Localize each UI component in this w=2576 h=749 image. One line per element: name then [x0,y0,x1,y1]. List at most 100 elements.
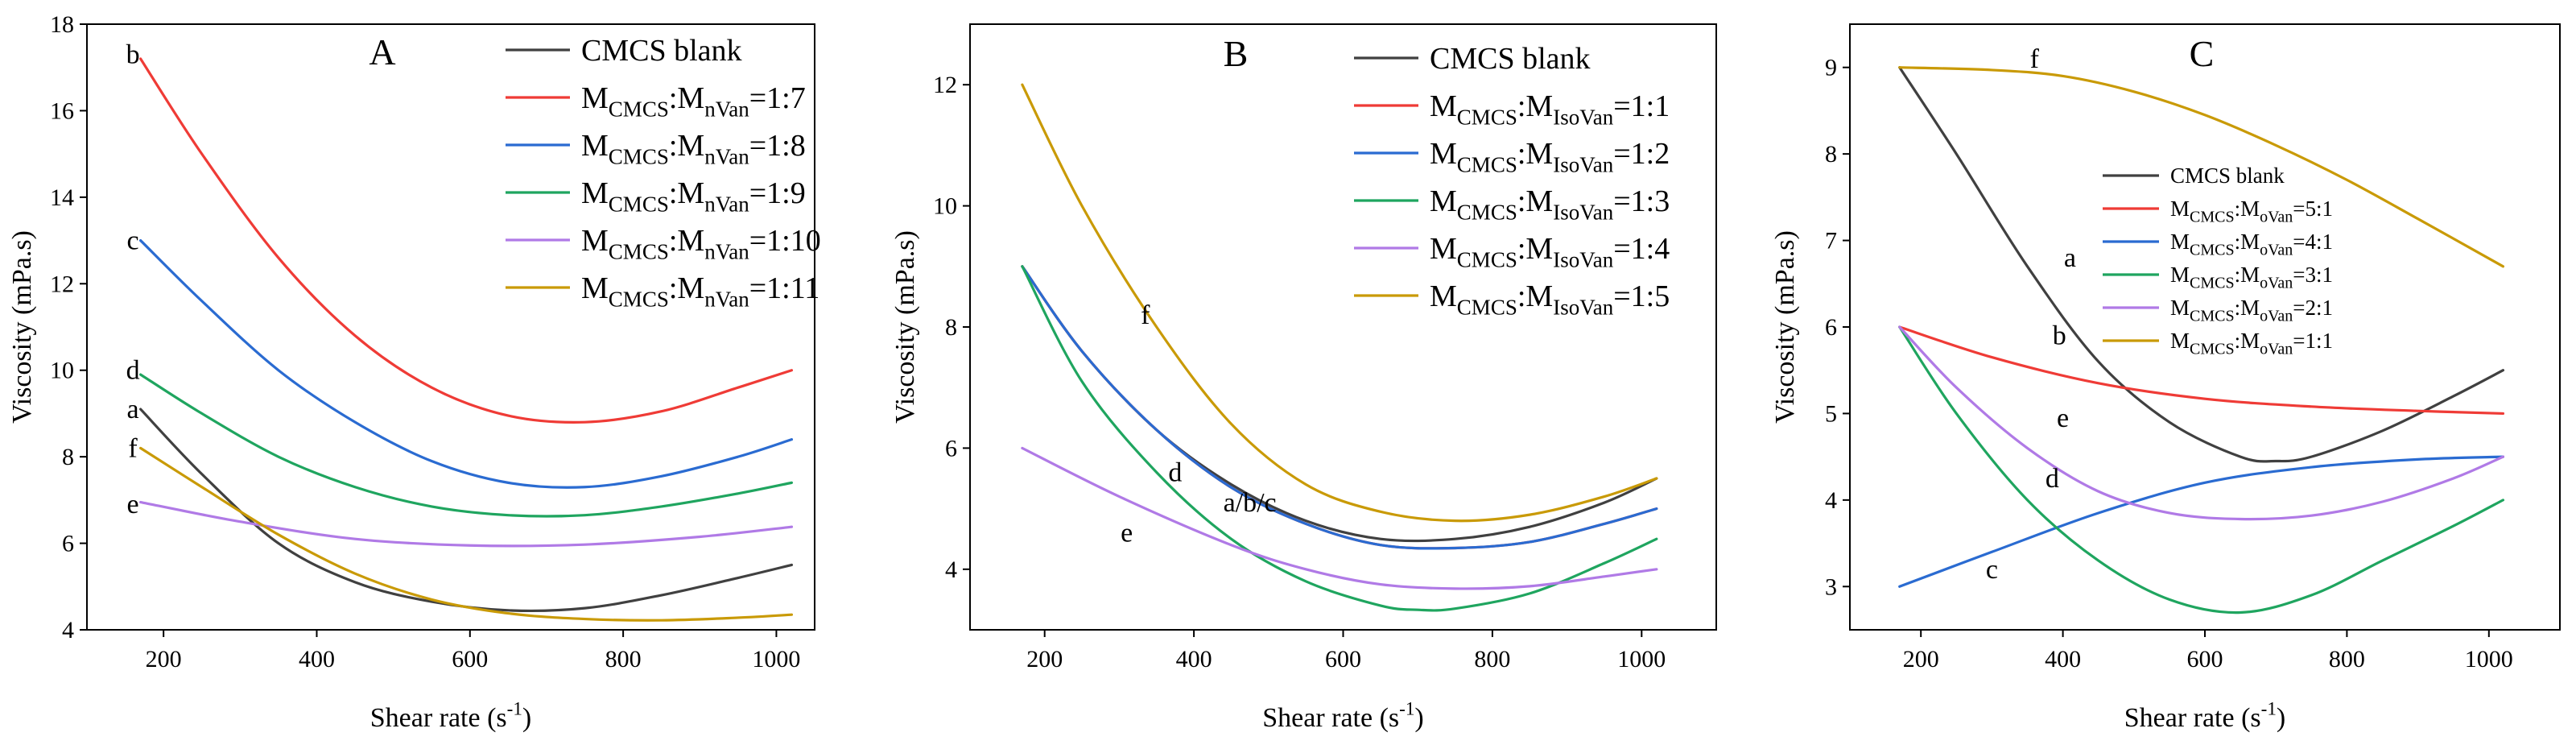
curve-label-e: e [127,490,139,519]
series-line-e [139,500,794,548]
legend-entry: MCMCS:MoVan=2:1 [2170,296,2333,325]
series-line-a [1898,66,2505,463]
y-tick-label: 10 [933,193,957,220]
x-tick-label: 600 [452,646,488,672]
x-tick-label: 600 [1325,646,1361,672]
y-tick-label: 4 [945,557,957,583]
curve-label-c: c [1986,555,1998,585]
curve-label-a: a [127,395,139,424]
legend-entry: MCMCS:MIsoVan=1:2 [1430,137,1670,177]
y-tick-label: 18 [50,11,74,38]
legend-entry: MCMCS:MnVan=1:10 [581,224,821,264]
y-tick-label: 8 [1825,141,1837,168]
curve-label-b: b [2053,321,2066,351]
curve-label-e: e [2057,403,2069,433]
curve-label-d: d [126,356,140,386]
legend-entry: MCMCS:MoVan=5:1 [2170,197,2333,226]
series-line-e [1021,446,1658,590]
y-tick-label: 5 [1825,400,1837,427]
series-group [139,57,794,622]
series-line-e [1898,325,2505,521]
series-line-d [139,373,794,518]
y-axis-title: Viscosity (mPa.s) [890,230,920,424]
series-line-c [139,238,794,489]
series-line-b [139,57,794,424]
legend-entry: MCMCS:MnVan=1:7 [581,81,806,122]
curve-label-a-b-c: a/b/c [1224,488,1277,518]
panel-letter: B [1224,33,1249,74]
legend-entry: MCMCS:MoVan=4:1 [2170,230,2333,259]
panel-b: 200 400 600 800 1000 4 6 8 10 12 Shear rate (s-1) V… [890,23,1717,733]
x-tick-label: 1000 [1617,646,1666,672]
y-tick-label: 4 [1825,487,1837,514]
curve-label-b: b [126,40,140,70]
y-tick-label: 8 [945,314,957,341]
y-tick-label: 12 [933,72,957,98]
x-tick-label: 1000 [2465,646,2513,672]
series-line-d [1898,325,2505,615]
curve-label-f: f [1141,300,1150,330]
curve-label-c: c [127,226,139,256]
legend-entry: MCMCS:MoVan=3:1 [2170,263,2333,292]
x-tick-label: 200 [1026,646,1063,672]
series-line-f [1898,66,2505,268]
plot-frame [86,23,815,631]
x-tick-label: 400 [1176,646,1212,672]
legend-entry: CMCS blank [2170,163,2285,188]
y-tick-label: 8 [62,444,74,470]
x-tick-label: 1000 [752,646,800,672]
x-axis-title: Shear rate (s-1) [2124,699,2286,733]
panel-c: 200 400 600 800 1000 3 4 5 6 7 8 9 Shear rate (s-1) V… [1770,23,2561,733]
y-axis-title: Viscosity (mPa.s) [1770,230,1800,424]
y-tick-label: 14 [50,184,74,211]
series-group [1898,66,2505,615]
curve-label-f: f [128,433,138,463]
curve-label-d: d [2046,464,2059,494]
y-tick-label: 9 [1825,55,1837,81]
curve-label-e: e [1121,519,1133,548]
series-line-d [1021,265,1658,612]
y-axis-title: Viscosity (mPa.s) [7,230,37,424]
legend: CMCS blank MCMCS:MoVan=5:1 MCMCS:MoVan=4:1… [2103,163,2333,358]
legend-entry: MCMCS:MIsoVan=1:3 [1430,184,1670,225]
y-tick-label: 12 [50,271,74,297]
legend-entry: MCMCS:MnVan=1:11 [581,271,819,312]
series-group [1021,83,1658,612]
x-axis-title: Shear rate (s-1) [370,699,532,733]
series-line-c [1021,265,1658,550]
panel-letter: C [2190,33,2215,74]
x-tick-label: 800 [1474,646,1510,672]
legend-entry: MCMCS:MIsoVan=1:4 [1430,232,1670,272]
y-tick-label: 3 [1825,573,1837,600]
legend-entry: MCMCS:MIsoVan=1:5 [1430,279,1670,320]
x-tick-label: 200 [146,646,182,672]
legend-entry: MCMCS:MIsoVan=1:1 [1430,89,1670,130]
curve-label-a: a [2064,243,2076,273]
y-tick-label: 6 [945,435,957,461]
legend-entry: CMCS blank [581,34,742,68]
curve-label-f: f [2030,44,2040,74]
y-tick-label: 16 [50,97,74,124]
panel-a: 200 400 600 800 1000 4 6 8 10 12 14 16 18 Shear rate … [7,11,821,733]
series-line-c [1898,455,2505,588]
panel-letter: A [369,31,395,72]
legend: CMCS blank MCMCS:MIsoVan=1:1 MCMCS:MIsoVan… [1354,42,1670,320]
y-tick-label: 6 [1825,314,1837,341]
x-tick-label: 800 [605,646,642,672]
series-line-f [1021,83,1658,523]
x-tick-label: 800 [2329,646,2365,672]
legend-entry: CMCS blank [1430,42,1591,76]
y-tick-label: 7 [1825,228,1837,254]
x-tick-label: 400 [299,646,335,672]
y-tick-label: 6 [62,531,74,557]
legend-entry: MCMCS:MnVan=1:8 [581,129,806,169]
y-tick-label: 10 [50,358,74,384]
legend-entry: MCMCS:MoVan=1:1 [2170,329,2333,358]
x-tick-label: 400 [2045,646,2081,672]
x-axis-title: Shear rate (s-1) [1262,699,1424,733]
legend: CMCS blank MCMCS:MnVan=1:7 MCMCS:MnVan=1:8… [506,34,821,312]
legend-entry: MCMCS:MnVan=1:9 [581,176,806,217]
curve-label-d: d [1168,457,1182,487]
x-tick-label: 600 [2187,646,2223,672]
